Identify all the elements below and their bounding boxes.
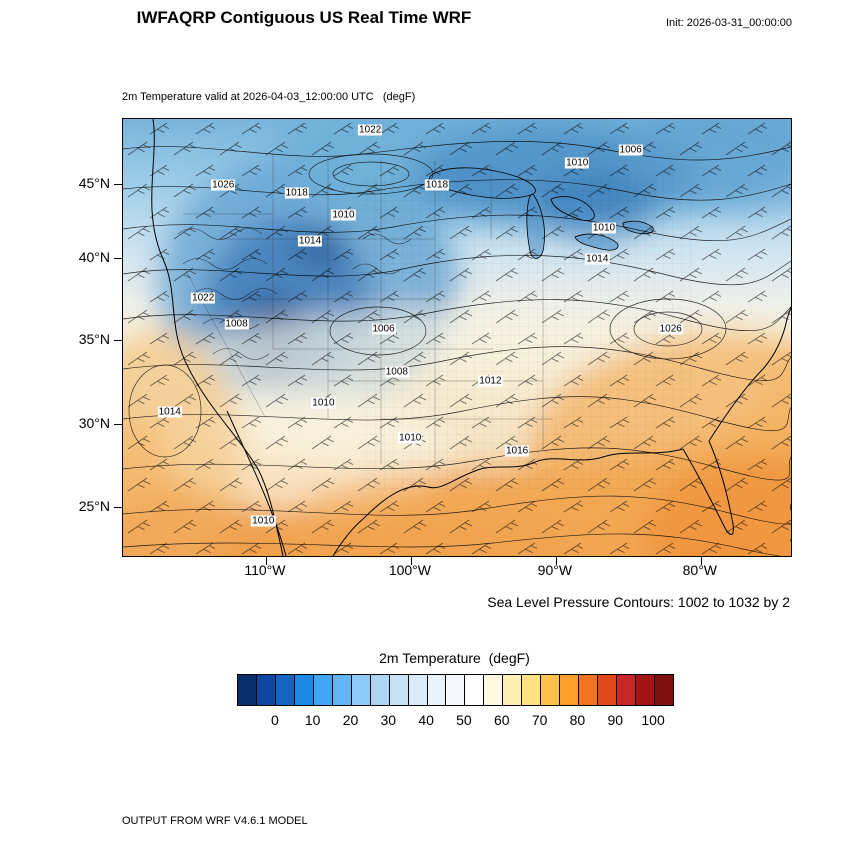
x-axis-label: 110°W [244,562,286,578]
colorbar-segment [636,675,655,705]
colorbar-tick-label: 80 [569,712,586,728]
pressure-contour-label: 1016 [504,445,530,457]
x-axis: 110°W 100°W 90°W 80°W [122,562,790,582]
colorbar [237,674,674,706]
pressure-contour-label: 1010 [591,222,617,234]
x-axis-tick [555,557,557,565]
slp-contour-caption: Sea Level Pressure Contours: 1002 to 103… [487,594,790,610]
pressure-contour-label: 1010 [311,397,336,409]
colorbar-tick-label: 50 [456,712,472,728]
colorbar-tick-label: 30 [380,712,397,728]
pressure-contour-label: 1018 [284,187,309,199]
y-axis-label: 25°N [78,498,110,515]
pressure-contour-label: 1014 [585,253,610,265]
colorbar-tick-label: 40 [418,712,434,728]
pressure-contour-label: 1010 [331,209,356,221]
pressure-contour-label: 1008 [224,318,249,330]
init-time-label: Init: 2026-03-31_00:00:00 [666,17,792,29]
colorbar-segment [332,675,352,705]
y-axis-tick [114,424,122,426]
x-axis-tick [410,557,412,565]
colorbar-segment [408,675,428,705]
x-axis-label: 100°W [388,562,431,578]
pressure-contour-label: 1018 [424,179,450,191]
colorbar-tick-label: 90 [607,712,624,728]
colorbar-segment [238,675,257,705]
pressure-contour-label: 1006 [371,323,396,335]
model-info: OUTPUT FROM WRF V4.6.1 MODEL WE = 580 ; … [122,786,555,850]
colorbar-segment [560,675,580,705]
pressure-contour-label: 1010 [398,432,423,444]
y-axis-label: 45°N [78,175,110,192]
colorbar-segment [313,675,333,705]
x-axis-label: 80°W [682,562,718,578]
colorbar-segment [465,675,485,705]
colorbar-segment [351,675,371,705]
colorbar-segment [579,675,599,705]
colorbar-segment [370,675,390,705]
colorbar-segment [541,675,561,705]
pressure-contour-label: 1006 [618,144,643,156]
pressure-contour-label: 1022 [191,292,216,304]
colorbar-title: 2m Temperature (degF) [379,650,530,666]
us-weather-map-art [123,119,791,556]
pressure-contour-label: 1026 [211,179,236,191]
colorbar-segment [256,675,276,705]
colorbar-segment [389,675,409,705]
colorbar-tick-label: 70 [531,712,548,728]
pressure-contour-label: 1010 [251,515,276,527]
y-axis-label: 30°N [78,415,110,432]
pressure-contour-label: 1026 [658,323,683,335]
y-axis-tick [114,507,122,509]
pressure-contour-label: 1022 [358,124,383,136]
y-axis-label: 40°N [78,248,110,265]
page-title: IWFAQRP Contiguous US Real Time WRF [136,8,472,27]
pressure-contour-label: 1014 [297,235,323,247]
colorbar-ticks: 0 10 20 30 40 50 60 70 80 90 100 [237,712,672,730]
x-axis-label: 90°W [537,562,573,578]
colorbar-segment [598,675,618,705]
pressure-contour-label: 1014 [157,406,182,418]
colorbar-segment [617,675,637,705]
colorbar-tick-label: 60 [493,712,510,728]
x-axis-tick [700,557,702,565]
y-axis-tick [114,184,122,186]
pressure-contour-label: 1008 [384,366,409,378]
colorbar-segment [503,675,523,705]
map-frame: 1022 1006 1010 1026 1018 1018 1010 1014 1010 1014… [114,118,792,565]
x-axis-tick [265,557,267,565]
y-axis-tick [114,340,122,342]
y-axis: 45°N 40°N 35°N 30°N 25°N [48,118,114,555]
model-info-line1: OUTPUT FROM WRF V4.6.1 MODEL [122,815,308,827]
colorbar-segment [654,675,673,705]
colorbar-tick-label: 100 [641,712,665,728]
field-legend-temperature: 2m Temperature valid at 2026-04-03_12:00… [122,91,416,103]
colorbar-tick-label: 0 [270,712,279,728]
pressure-contour-label: 1012 [478,375,503,387]
colorbar-segment [275,675,295,705]
y-axis-label: 35°N [78,331,110,348]
colorbar-segment [522,675,542,705]
y-axis-tick [114,257,122,259]
pressure-contour-label: 1010 [565,157,590,169]
colorbar-tick-label: 20 [342,712,359,728]
colorbar-segment [484,675,504,705]
colorbar-tick-label: 10 [304,712,321,728]
colorbar-segment [294,675,314,705]
colorbar-segment [427,675,447,705]
colorbar-segment [446,675,466,705]
